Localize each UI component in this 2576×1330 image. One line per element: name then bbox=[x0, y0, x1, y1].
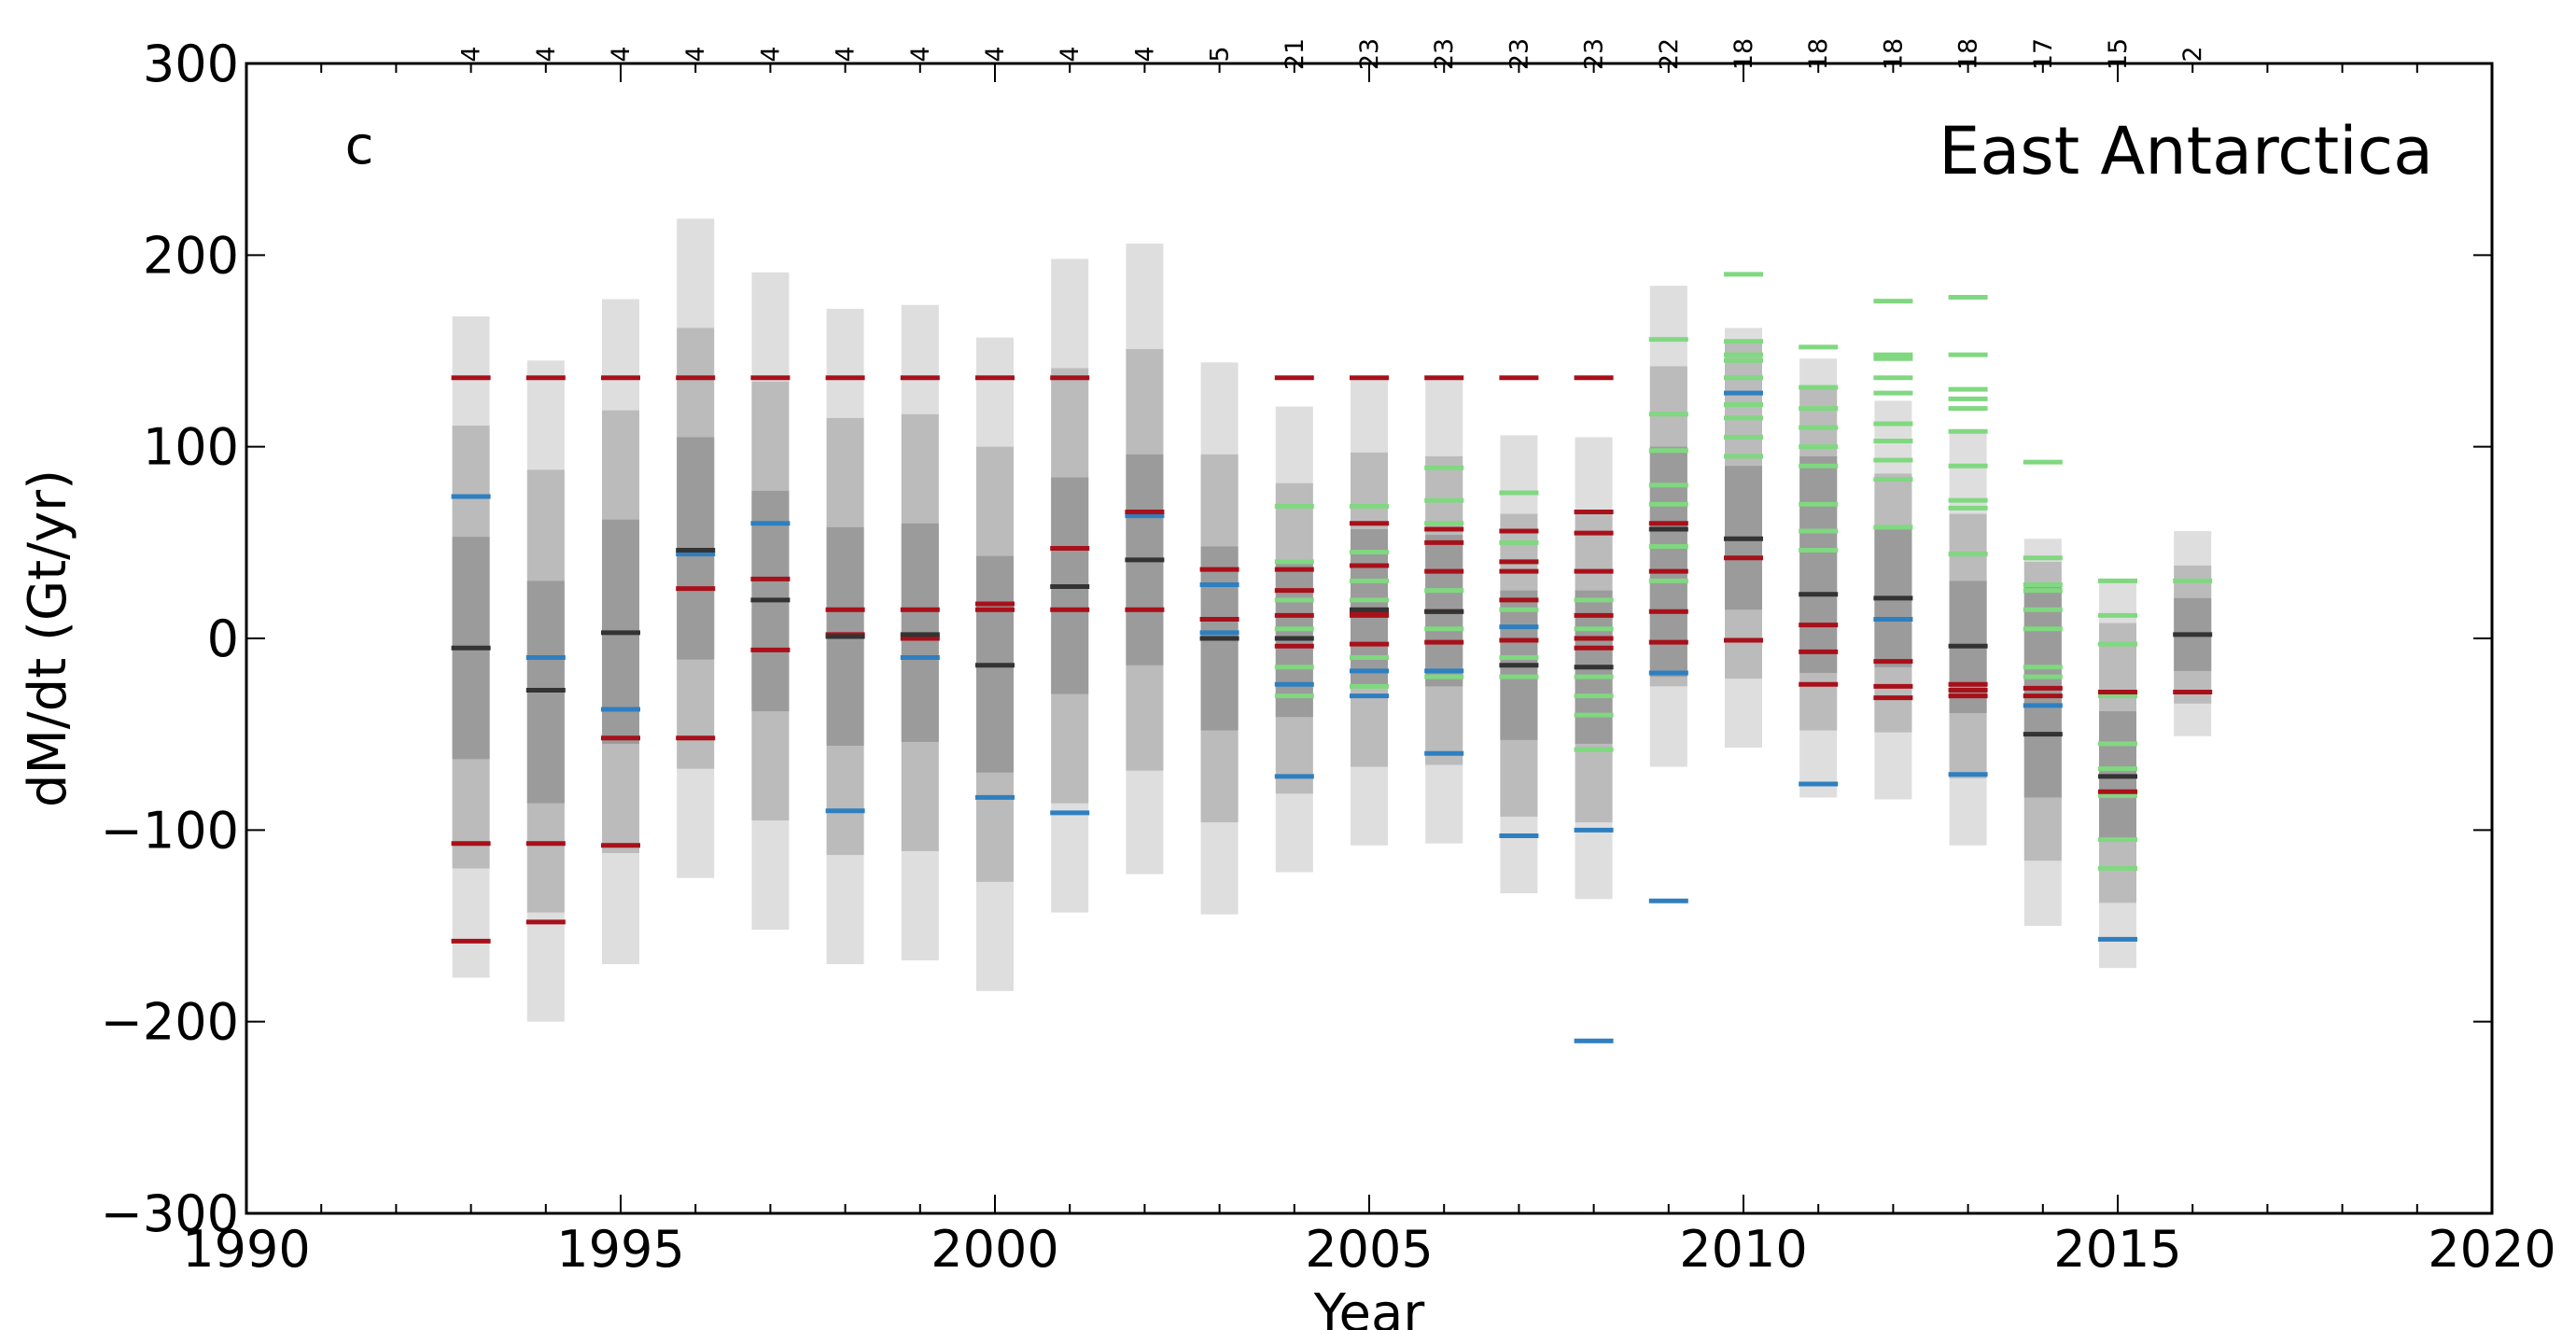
panel-label: c bbox=[345, 116, 374, 176]
count-label-1998: 4 bbox=[832, 46, 861, 62]
count-label-2003: 5 bbox=[1206, 46, 1235, 62]
count-label-2015: 15 bbox=[2104, 38, 2133, 70]
band-inner-2014 bbox=[2023, 584, 2062, 798]
y-tick-label--300: −300 bbox=[101, 1184, 239, 1243]
y-tick-label-300: 300 bbox=[143, 35, 239, 93]
count-label-2008: 23 bbox=[1580, 38, 1609, 70]
count-label-1995: 4 bbox=[607, 46, 636, 62]
count-label-2011: 18 bbox=[1804, 38, 1833, 70]
count-label-2010: 18 bbox=[1729, 38, 1758, 70]
y-tick-label--200: −200 bbox=[101, 993, 239, 1052]
y-tick-label-100: 100 bbox=[143, 418, 239, 477]
count-label-2007: 23 bbox=[1505, 38, 1533, 70]
band-inner-2011 bbox=[1799, 455, 1838, 673]
count-label-2006: 23 bbox=[1430, 38, 1459, 70]
y-axis-title: dM/dt (Gt/yr) bbox=[18, 469, 78, 807]
x-tick-label-1995: 1995 bbox=[556, 1220, 684, 1279]
chart-title: East Antarctica bbox=[1939, 113, 2433, 189]
x-tick-label-2015: 2015 bbox=[2053, 1220, 2181, 1279]
count-label-1997: 4 bbox=[756, 46, 785, 62]
x-tick-label-2010: 2010 bbox=[1679, 1220, 1807, 1279]
count-label-1996: 4 bbox=[681, 46, 710, 62]
y-tick-label-200: 200 bbox=[143, 226, 239, 285]
count-label-2012: 18 bbox=[1879, 38, 1908, 70]
count-label-1993: 4 bbox=[457, 46, 486, 62]
count-label-1994: 4 bbox=[532, 46, 561, 62]
y-tick-label-0: 0 bbox=[207, 609, 239, 668]
axis-ticks bbox=[245, 63, 2493, 1214]
count-label-2000: 4 bbox=[981, 46, 1010, 62]
x-tick-label-2000: 2000 bbox=[931, 1220, 1058, 1279]
count-label-2016: 2 bbox=[2178, 46, 2207, 62]
count-label-1999: 4 bbox=[906, 46, 935, 62]
count-label-2002: 4 bbox=[1130, 46, 1159, 62]
count-label-2014: 17 bbox=[2029, 38, 2058, 70]
x-tick-label-2020: 2020 bbox=[2428, 1220, 2555, 1279]
count-label-2001: 4 bbox=[1056, 46, 1085, 62]
estimate-markers bbox=[451, 272, 2213, 1043]
count-label-2013: 18 bbox=[1954, 38, 1983, 70]
x-axis-title: Year bbox=[1313, 1283, 1426, 1330]
count-label-2004: 21 bbox=[1281, 38, 1309, 70]
count-label-2005: 23 bbox=[1355, 38, 1384, 70]
x-tick-label-2005: 2005 bbox=[1305, 1220, 1433, 1279]
count-label-2009: 22 bbox=[1655, 38, 1684, 70]
estimate-counts: 4 4 4 4 4 4 4 4 4 4 5 21 23 23 23 23 22 18 18 18 18 17 15 2 bbox=[457, 38, 2208, 70]
tick-labels: 1990 1995 2000 2005 2010 2015 2020−300−200−100… bbox=[101, 35, 2556, 1279]
y-tick-label--100: −100 bbox=[101, 801, 239, 860]
x-tick-label-1990: 1990 bbox=[182, 1220, 310, 1279]
